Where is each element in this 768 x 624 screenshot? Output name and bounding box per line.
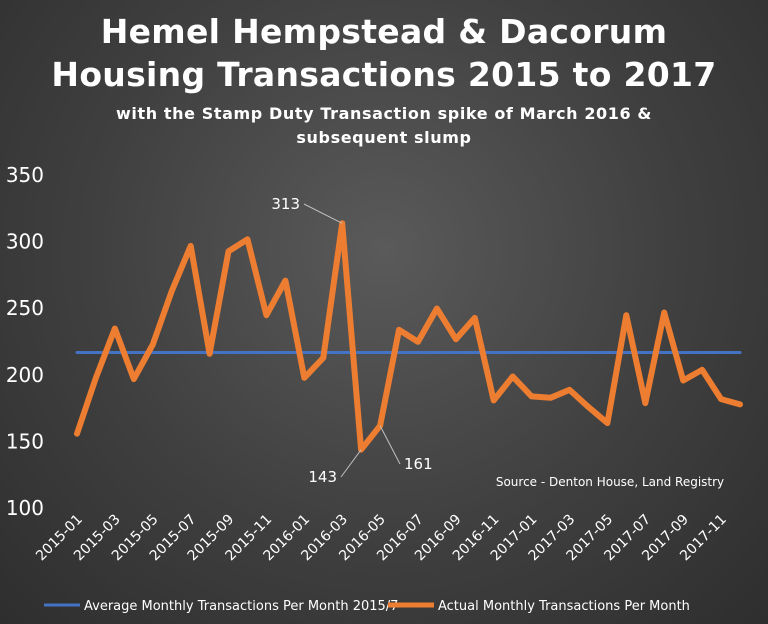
annotation-leader-line (379, 425, 401, 465)
chart-title-line-1: Hemel Hempstead & Dacorum (100, 12, 668, 51)
legend-label-average: Average Monthly Transactions Per Month 2… (84, 599, 398, 614)
data-label: 161 (404, 455, 433, 473)
chart-subtitle-line-2: subsequent slump (296, 128, 472, 147)
y-tick-label: 350 (6, 163, 44, 187)
y-tick-label: 300 (6, 230, 44, 254)
y-tick-label: 250 (6, 296, 44, 320)
annotation-layer: 313 143 161 (271, 195, 432, 486)
y-tick-label: 200 (6, 363, 44, 387)
chart-title-line-2: Housing Transactions 2015 to 2017 (51, 55, 717, 94)
x-axis: 2015-012015-032015-052015-072015-092015-… (33, 512, 730, 565)
series-line-actual (74, 220, 743, 453)
annotation-leader-line (303, 203, 343, 224)
y-axis: 100 150 200 250 300 350 (6, 163, 44, 520)
data-label: 143 (308, 468, 337, 486)
y-tick-label: 150 (6, 429, 44, 453)
annotation-leader-line (340, 449, 362, 478)
chart-subtitle-line-1: with the Stamp Duty Transaction spike of… (116, 104, 652, 123)
legend: Average Monthly Transactions Per Month 2… (44, 599, 690, 614)
source-note: Source - Denton House, Land Registry (496, 475, 724, 489)
series-layer (74, 220, 743, 453)
y-tick-label: 100 (6, 496, 44, 520)
legend-label-actual: Actual Monthly Transactions Per Month (438, 599, 690, 614)
data-label: 313 (271, 195, 300, 213)
